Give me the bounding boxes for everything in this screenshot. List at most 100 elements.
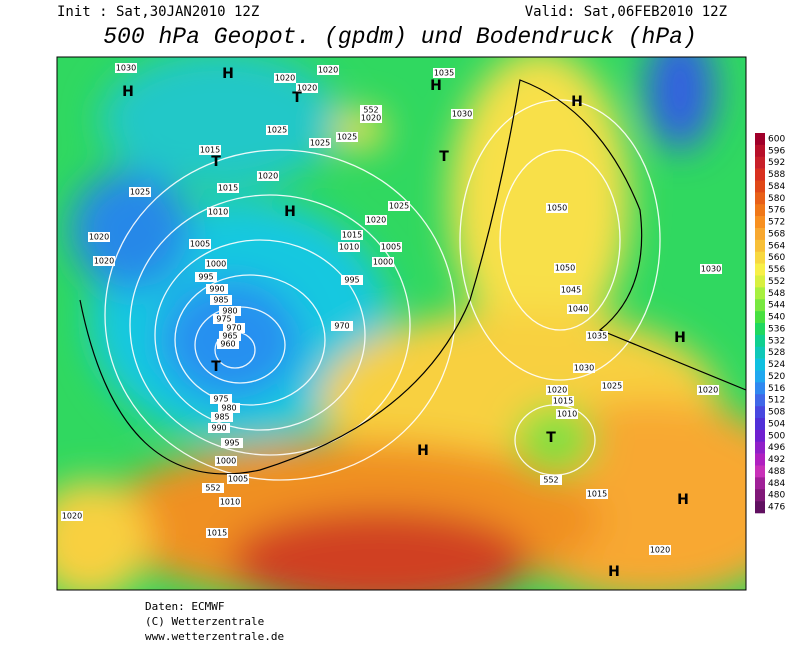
isobar-label-box [223,323,245,333]
colorbar-label: 480 [768,491,785,501]
isobar-label-box [309,138,331,148]
isobar-label: 1020 [275,74,295,83]
isobar-label-box [206,528,228,538]
colorbar-label: 520 [768,372,785,382]
isobar-label: 1015 [587,490,607,499]
colorbar-label: 576 [768,206,785,216]
isobar-label-box [601,381,623,391]
isobar-label: 1020 [89,233,109,242]
colorbar-label: 588 [768,170,785,180]
colorbar-label: 524 [768,360,785,370]
colorbar-swatch [755,501,765,514]
isobar-label: 1015 [207,529,227,538]
isobar-label-box [206,284,228,294]
colorbar-label: 540 [768,313,785,323]
isobar-label-box [560,285,582,295]
isobar-label: 1010 [557,410,577,419]
isobar-label: 1030 [452,110,472,119]
isobar-label: 985 [214,413,229,422]
valid-time: Valid: Sat,06FEB2010 12Z [525,4,727,20]
isobar-label-box [360,105,382,115]
colorbar-label: 600 [768,134,785,144]
isobar-label: 1015 [342,231,362,240]
footer-line: Daten: ECMWF [145,600,224,613]
colorbar-swatch [755,287,765,300]
colorbar-swatch [755,358,765,371]
colorbar-swatch [755,418,765,431]
isobar-label: 970 [226,324,241,333]
pressure-center: T [439,149,449,165]
isobar-label: 1025 [602,382,622,391]
colorbar-swatch [755,394,765,407]
colorbar-swatch [755,382,765,395]
colorbar-swatch [755,239,765,253]
isobar-label-box [93,256,115,266]
isobar-label-box [317,65,339,75]
colorbar-swatch [755,489,765,502]
isobar-label: 1020 [650,546,670,555]
isobar-label: 552 [205,484,220,493]
pressure-center: H [430,78,442,94]
isobar-label-box [296,83,318,93]
isobar-label-box [586,331,608,341]
pressure-center: T [211,359,221,375]
isobar-label: 1030 [574,364,594,373]
colorbar-swatch [755,216,765,229]
colorbar-swatch [755,144,765,158]
isobar-label-box [61,511,83,521]
colorbar-label: 528 [768,348,785,358]
isobar-label-box [221,438,243,448]
isobar-label-box [388,201,410,211]
isobar-label: 1025 [130,188,150,197]
isobar-label: 980 [222,307,237,316]
colorbar-label: 552 [768,277,785,287]
isobar-label: 1020 [318,66,338,75]
colorbar-swatch [755,204,765,217]
colorbar-label: 500 [768,431,785,441]
isobar-label-box [567,304,589,314]
isobar-label: 1020 [698,386,718,395]
isobar-label: 1025 [389,202,409,211]
isobar-label: 1000 [206,260,226,269]
isobar-label: 1015 [553,397,573,406]
isobar-label: 1025 [310,139,330,148]
colorbar-swatch [755,275,765,288]
isobar-label-box [586,489,608,499]
isobar-label-box [380,242,402,252]
isobar-label-box [218,403,240,413]
isobar-label: 1010 [339,243,359,252]
isobar-label: 990 [209,285,224,294]
colorbar-swatch [755,465,765,478]
isobar-label-box [211,412,233,422]
colorbar-swatch [755,251,765,264]
isobar-label: 985 [213,296,228,305]
pressure-center: H [674,330,686,346]
colorbar-label: 504 [768,419,785,429]
colorbar-label: 584 [768,182,785,192]
pressure-center: H [677,492,689,508]
isobar-label-box [217,183,239,193]
isobar-label: 1050 [555,264,575,273]
isobar-label: 1030 [116,64,136,73]
colorbar-label: 544 [768,301,785,311]
isobar-label-box [210,295,232,305]
isobar-label-box [195,272,217,282]
isobar-label: 1050 [547,204,567,213]
colorbar-label: 596 [768,146,785,156]
pressure-center: T [546,430,556,446]
pressure-center: H [222,66,234,82]
isobar-label: 970 [334,322,349,331]
map-field [57,57,746,590]
colorbar-label: 568 [768,229,785,239]
colorbar-swatch [755,311,765,324]
colorbar-swatch [755,406,765,419]
colorbar-label: 536 [768,324,785,334]
isobar-label: 1020 [547,386,567,395]
colorbar-swatch [755,168,765,181]
map-title: 500 hPa Geopot. (gpdm) und Bodendruck (h… [103,24,697,50]
colorbar-label: 516 [768,384,785,394]
isobar-label-box [266,125,288,135]
colorbar-label: 580 [768,194,785,204]
isobar-label-box [217,339,239,349]
